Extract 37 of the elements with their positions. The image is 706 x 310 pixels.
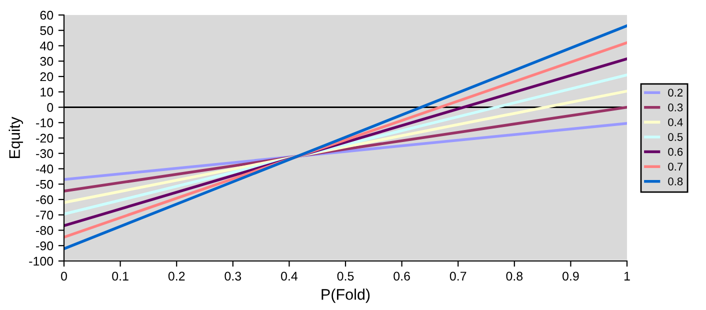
y-tick-label: -90 [36,241,54,250]
y-tick-label: -50 [36,180,54,189]
y-tick-label: 30 [40,56,54,66]
legend-label: 0.7 [668,162,683,171]
x-tick-label: 0.5 [337,272,354,281]
x-tick-label: 0.8 [506,272,523,281]
legend-label: 0.6 [668,148,683,156]
legend-label: 0.2 [668,88,683,97]
x-tick-label: 0 [61,272,67,281]
y-tick-label: 20 [40,72,54,82]
x-axis-title: P(Fold) [322,288,370,303]
y-tick-label: 0 [47,103,54,112]
y-tick-label: -20 [36,134,54,143]
y-tick-label: 10 [40,88,54,97]
y-tick-label: 40 [40,42,54,50]
legend-label: 0.8 [668,178,683,186]
x-tick-label: 0.9 [562,272,579,281]
y-tick-label: -70 [36,210,54,220]
y-tick-label: -30 [36,149,54,158]
x-tick-label: 0.4 [281,272,298,281]
x-tick-label: 0.7 [450,272,466,281]
y-tick-label: 60 [40,10,54,20]
y-tick-label: -60 [36,195,54,204]
x-tick-label: 0.6 [394,272,410,281]
x-tick-label: 0.1 [112,272,128,281]
x-tick-label: 0.3 [224,272,242,281]
y-axis-title: Equity [8,116,24,158]
y-tick-label: -40 [36,164,54,174]
y-tick-label: 50 [40,26,54,36]
legend-label: 0.5 [668,133,683,141]
y-tick-label: -100 [29,256,54,266]
x-tick-label: 1 [624,272,630,280]
y-tick-label: -80 [36,226,54,235]
legend-label: 0.3 [668,104,683,112]
y-tick-label: -10 [36,118,54,128]
x-tick-label: 0.2 [168,272,185,281]
legend-label: 0.4 [668,118,683,126]
